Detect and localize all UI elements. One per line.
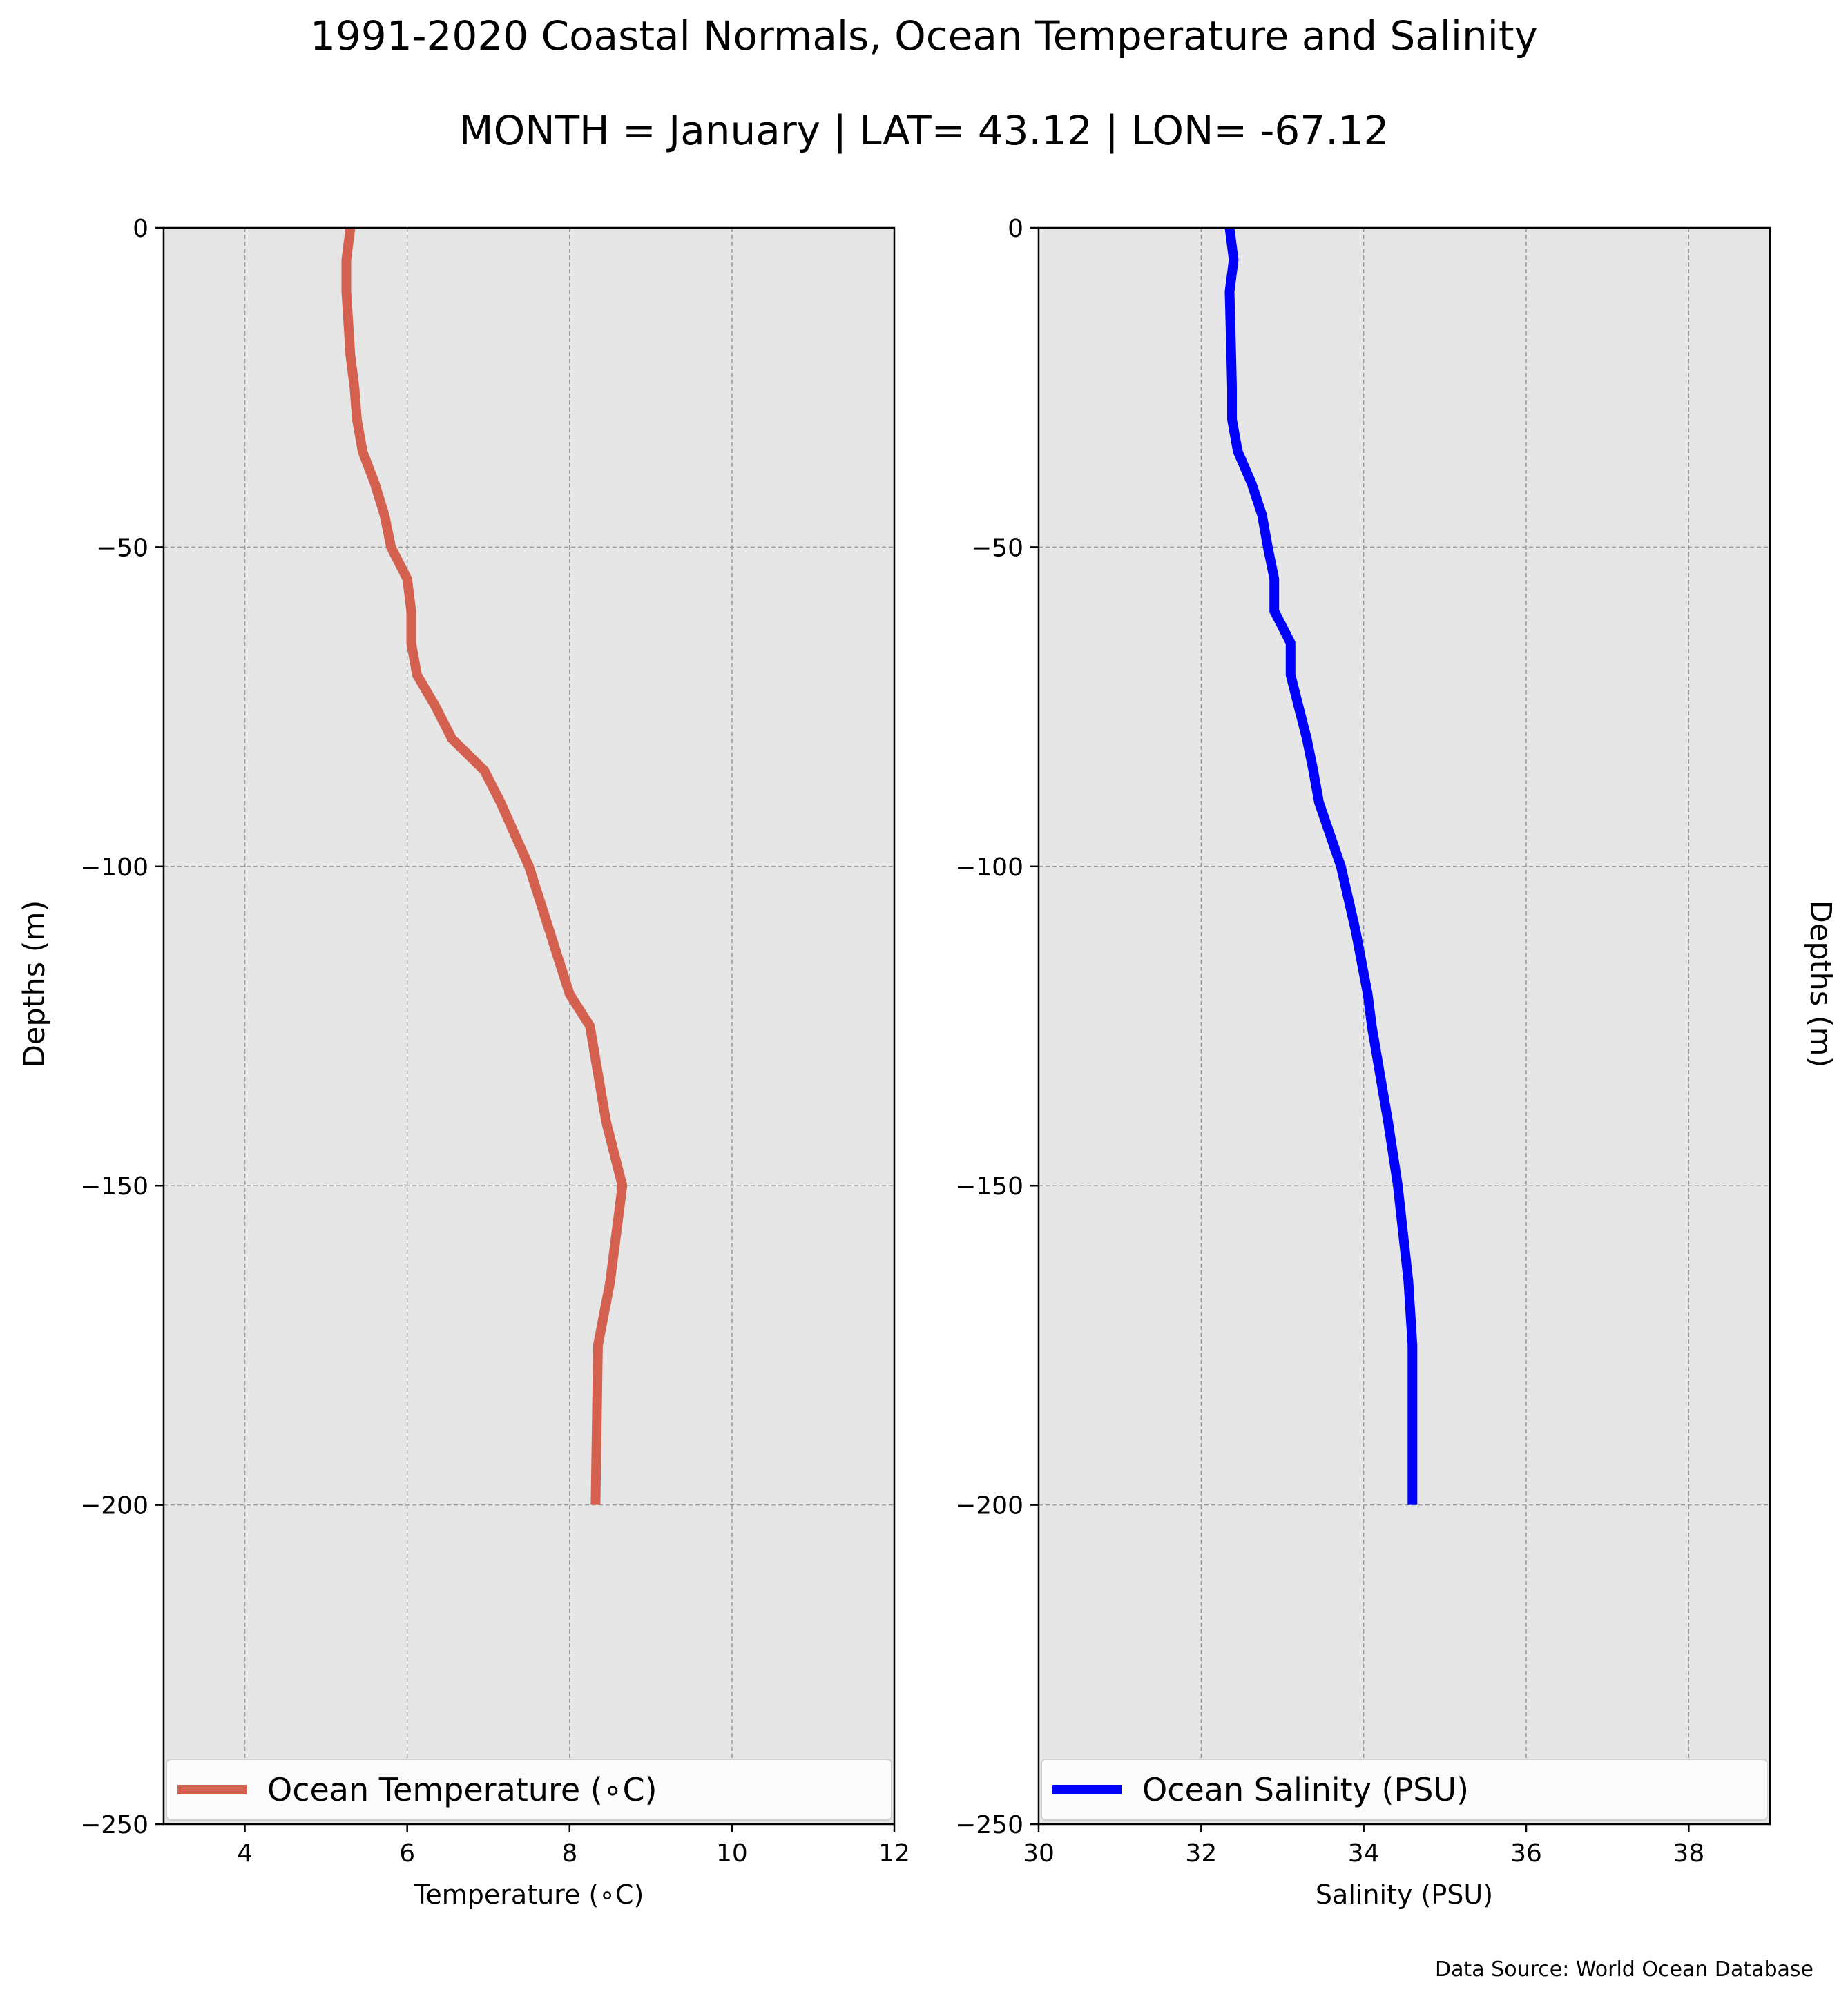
chart-title: 1991-2020 Coastal Normals, Ocean Tempera… [310,12,1538,59]
temp-y-tick-label: −50 [96,534,148,562]
sal-series-line [1224,227,1418,1505]
sal-y-tick-label: −50 [971,534,1023,562]
sal-x-tick-label: 36 [1510,1839,1542,1868]
temperature-panel: 4 6 8 10 12 0 −50 −100 −150 −200 −250 Temperature (… [80,215,910,1910]
temp-x-tick-label: 10 [716,1839,748,1868]
sal-legend-label: Ocean Salinity (PSU) [1142,1771,1469,1808]
temp-x-tick-label: 12 [878,1839,910,1868]
temp-y-tick-label: −250 [80,1811,148,1839]
sal-legend-box [1041,1759,1768,1821]
temp-x-axis-label: Temperature (∘C) [414,1879,644,1910]
y-axis-label-left: Depths (m) [17,900,52,1067]
sal-axes-frame [1037,226,1771,1826]
temp-plot-area [164,228,894,1824]
temp-y-tick-label: 0 [133,215,148,243]
salinity-panel: 30 32 34 36 38 0 −50 −100 −150 −200 −250 Salinity (… [955,215,1771,1910]
temp-series-line [341,227,628,1505]
sal-y-tick-label: −150 [955,1172,1023,1201]
sal-y-tick-label: −100 [955,853,1023,882]
sal-x-tick-label: 38 [1673,1839,1704,1868]
temp-x-tick-label: 6 [399,1839,415,1868]
sal-x-tick-label: 32 [1185,1839,1217,1868]
temp-legend-label: Ocean Temperature (∘C) [267,1771,657,1808]
temp-axes-frame [162,226,896,1826]
temp-x-tick-label: 8 [561,1839,577,1868]
temp-x-tick-label: 4 [237,1839,253,1868]
sal-legend: Ocean Salinity (PSU) [1041,1759,1768,1821]
sal-plot-area [1039,228,1770,1824]
sal-x-axis-label: Salinity (PSU) [1316,1879,1493,1910]
sal-y-tick-label: −200 [955,1492,1023,1520]
data-source-note: Data Source: World Ocean Database [1435,1957,1813,1982]
chart-subtitle: MONTH = January | LAT= 43.12 | LON= -67.… [459,107,1389,154]
temp-legend: Ocean Temperature (∘C) [166,1759,892,1821]
sal-x-tick-label: 30 [1023,1839,1055,1868]
temp-y-tick-label: −150 [80,1172,148,1201]
sal-x-tick-label: 34 [1348,1839,1380,1868]
sal-y-tick-label: 0 [1008,215,1023,243]
temp-y-tick-label: −200 [80,1492,148,1520]
sal-y-tick-label: −250 [955,1811,1023,1839]
temp-y-tick-label: −100 [80,853,148,882]
temp-legend-box [166,1759,892,1821]
y-axis-label-right: Depths (m) [1803,900,1838,1067]
